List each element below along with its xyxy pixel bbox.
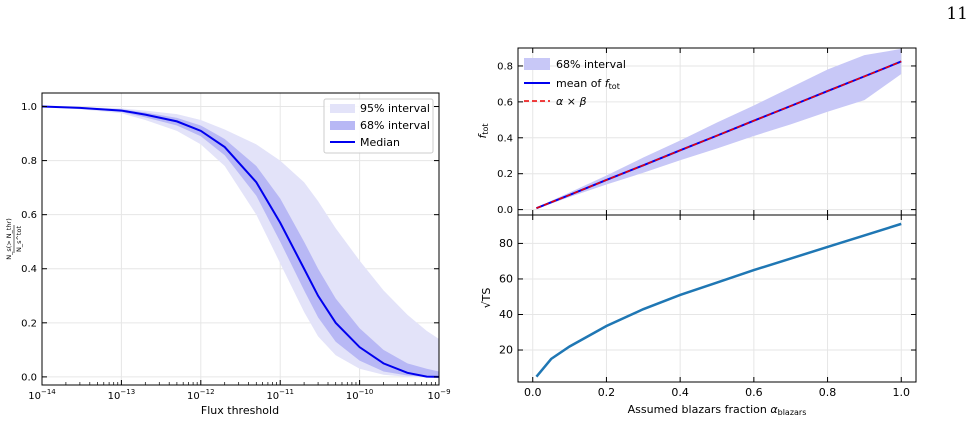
left-y-label-denominator: N_s^tot xyxy=(15,226,23,252)
left-y-label-numerator: N_s(> N_thr) xyxy=(5,218,13,260)
legend-label-alpha-beta: α × β xyxy=(556,95,586,108)
left-y-axis-label: N_s(> N_thr) N_s^tot xyxy=(5,218,23,260)
legend-label-mean: mean of ftot xyxy=(556,77,620,91)
right-top-legend: 68% interval mean of ftot α × β xyxy=(524,58,626,108)
right-bottom-chart: 0.0 0.2 0.4 0.6 0.8 1.0 20 40 60 80 Assumed blaza… xyxy=(480,214,917,417)
right-top-y-tick-label: 0.8 xyxy=(497,61,513,72)
left-x-tick-label: 10−13 xyxy=(108,388,136,402)
right-bottom-ticks: 0.0 0.2 0.4 0.6 0.8 1.0 20 40 60 80 xyxy=(499,215,916,399)
right-bottom-y-tick-label: 40 xyxy=(499,308,513,321)
left-x-tick-label: 10−9 xyxy=(427,388,450,402)
left-x-tick-label: 10−10 xyxy=(346,388,374,402)
right-bottom-x-tick-label: 0.8 xyxy=(819,386,837,399)
left-median-line xyxy=(42,105,439,378)
legend-swatch-68-right xyxy=(524,58,550,70)
left-y-tick-label: 1.0 xyxy=(21,102,37,113)
right-bottom-x-axis-label: Assumed blazars fraction αblazars xyxy=(628,403,807,417)
left-x-axis-label: Flux threshold xyxy=(201,404,279,417)
legend-label-95: 95% interval xyxy=(360,102,430,115)
legend-label-median: Median xyxy=(360,136,400,149)
left-x-tick-label: 10−14 xyxy=(28,388,56,402)
right-bottom-x-tick-label: 0.4 xyxy=(671,386,689,399)
left-x-tick-label: 10−11 xyxy=(266,388,294,402)
right-bottom-y-tick-label: 60 xyxy=(499,272,513,285)
right-bottom-x-tick-label: 0.2 xyxy=(598,386,616,399)
legend-label-68-right: 68% interval xyxy=(556,58,626,71)
right-top-ticks: 0.0 0.2 0.4 0.6 0.8 xyxy=(497,48,916,216)
legend-swatch-95 xyxy=(330,104,355,113)
left-68-band xyxy=(42,106,439,377)
legend-label-68: 68% interval xyxy=(360,119,430,132)
right-bottom-x-tick-label: 0.6 xyxy=(745,386,763,399)
right-top-y-tick-label: 0.0 xyxy=(497,205,513,216)
left-ticks: 10−14 10−13 10−12 10−11 10−10 10−9 0.0 0.2 0.4 0.… xyxy=(21,102,450,402)
left-y-tick-label: 0.4 xyxy=(21,264,37,275)
right-bottom-ts-line xyxy=(535,222,902,378)
left-x-tick-label: 10−12 xyxy=(187,388,215,402)
right-top-y-axis-label: ftot xyxy=(476,123,490,138)
right-bottom-x-tick-label: 1.0 xyxy=(893,386,911,399)
left-plot-frame xyxy=(41,92,440,386)
left-chart: 10−14 10−13 10−12 10−11 10−10 10−9 0.0 0.2 0.4 0.… xyxy=(5,92,451,417)
legend-swatch-68 xyxy=(330,121,355,130)
left-legend: 95% interval 68% interval Median xyxy=(323,98,434,154)
right-bottom-plot-frame xyxy=(517,214,917,383)
right-bottom-y-tick-label: 20 xyxy=(499,344,513,357)
left-y-tick-label: 0.6 xyxy=(21,210,37,221)
right-bottom-grid xyxy=(518,215,916,382)
right-bottom-x-tick-label: 0.0 xyxy=(524,386,542,399)
right-top-y-tick-label: 0.2 xyxy=(497,169,513,180)
right-top-68-band xyxy=(536,48,902,209)
right-top-alpha-beta-line xyxy=(536,60,902,209)
right-top-y-tick-label: 0.4 xyxy=(497,133,513,144)
left-y-tick-label: 0.0 xyxy=(21,372,37,383)
left-y-tick-label: 0.8 xyxy=(21,156,37,167)
right-top-y-tick-label: 0.6 xyxy=(497,97,513,108)
left-y-tick-label: 0.2 xyxy=(21,318,37,329)
page-number: 11 xyxy=(946,4,968,24)
right-bottom-y-tick-label: 80 xyxy=(499,237,513,250)
right-bottom-y-axis-label: √TS xyxy=(480,288,493,309)
right-top-chart: 0.0 0.2 0.4 0.6 0.8 68% interval mean of fto… xyxy=(476,47,917,216)
